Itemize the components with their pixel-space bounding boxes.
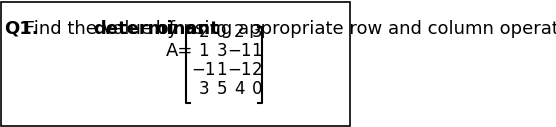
Text: 3: 3 (251, 23, 262, 41)
Text: −1: −1 (227, 42, 251, 60)
Text: 1: 1 (198, 42, 209, 60)
Text: 2: 2 (198, 23, 209, 41)
Text: Q1.: Q1. (4, 20, 39, 38)
Text: 3: 3 (216, 42, 227, 60)
Text: 3: 3 (198, 80, 209, 98)
Text: −1: −1 (192, 61, 216, 79)
Text: 4: 4 (234, 80, 245, 98)
Text: −1: −1 (227, 61, 251, 79)
Text: 2: 2 (234, 23, 245, 41)
Text: 2: 2 (251, 61, 262, 79)
Text: Find the value of: Find the value of (19, 20, 181, 38)
Text: determinant: determinant (93, 20, 219, 38)
Text: 0: 0 (216, 23, 227, 41)
Text: by using appropriate row and column operations.: by using appropriate row and column oper… (150, 20, 556, 38)
Text: 1: 1 (251, 42, 262, 60)
Text: A=: A= (166, 42, 193, 60)
FancyBboxPatch shape (1, 2, 350, 126)
Text: 0: 0 (252, 80, 262, 98)
Text: 5: 5 (216, 80, 227, 98)
Text: 1: 1 (216, 61, 227, 79)
